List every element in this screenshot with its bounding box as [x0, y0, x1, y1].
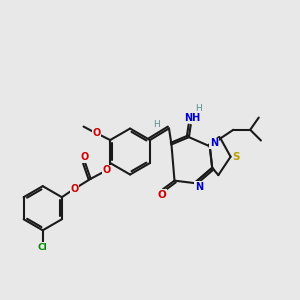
Text: N: N: [210, 138, 218, 148]
Text: O: O: [103, 165, 111, 175]
Text: S: S: [232, 152, 240, 162]
Text: O: O: [158, 190, 167, 200]
Text: H: H: [195, 104, 202, 113]
Text: NH: NH: [184, 112, 201, 122]
Text: H: H: [153, 120, 160, 129]
Text: O: O: [70, 184, 79, 194]
Text: N: N: [195, 182, 203, 192]
Text: Cl: Cl: [38, 243, 48, 252]
Text: O: O: [92, 128, 101, 138]
Text: O: O: [80, 152, 89, 162]
